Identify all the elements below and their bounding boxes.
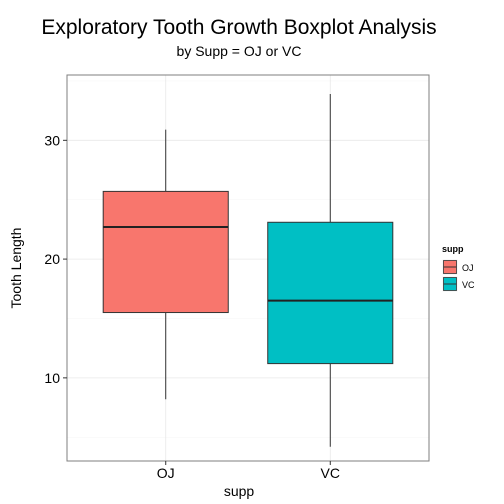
chart-subtitle: by Supp = OJ or VC: [177, 43, 302, 59]
y-tick-label: 30: [44, 132, 60, 148]
x-axis-title: supp: [224, 483, 255, 499]
box-iqr: [103, 191, 228, 312]
y-tick-label: 20: [44, 251, 60, 267]
x-tick-label: OJ: [157, 465, 175, 481]
chart-title: Exploratory Tooth Growth Boxplot Analysi…: [41, 16, 436, 39]
legend-title: supp: [442, 244, 464, 254]
y-axis-title: Tooth Length: [8, 228, 24, 309]
legend-label: OJ: [462, 263, 474, 273]
y-tick-label: 10: [44, 370, 60, 386]
x-tick-label: VC: [321, 465, 340, 481]
box-iqr: [268, 222, 393, 363]
legend-label: VC: [462, 280, 475, 290]
